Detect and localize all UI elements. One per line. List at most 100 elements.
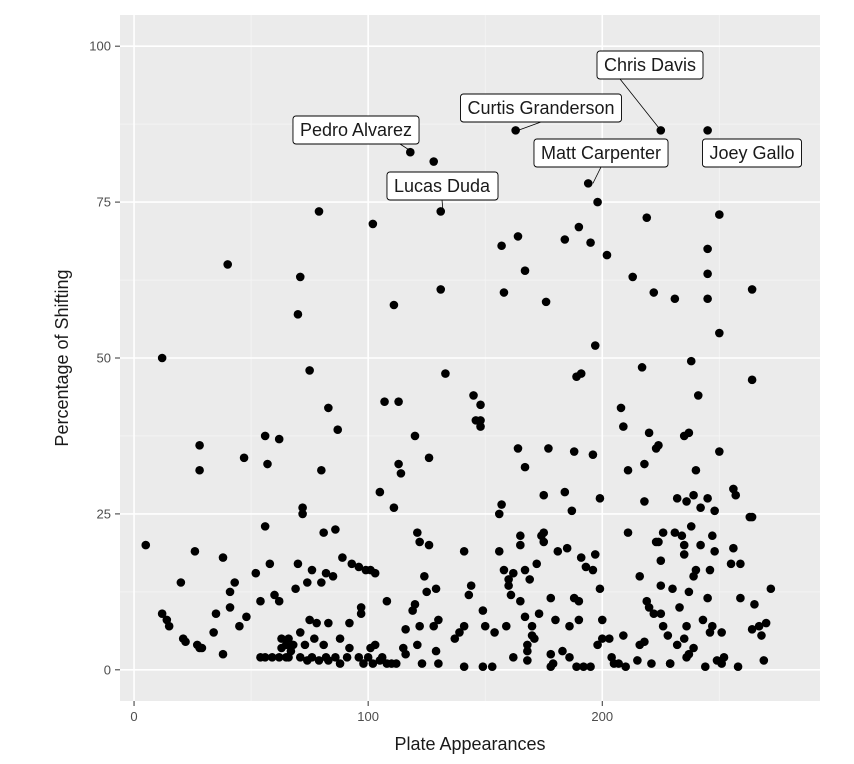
data-point-116 bbox=[410, 431, 420, 441]
data-point-252 bbox=[649, 288, 659, 297]
data-point-16 bbox=[218, 553, 228, 562]
data-point-238 bbox=[628, 272, 638, 282]
data-point-160 bbox=[504, 575, 513, 584]
data-point-165 bbox=[511, 126, 520, 135]
data-point-176 bbox=[523, 646, 532, 656]
data-point-108 bbox=[394, 397, 403, 406]
data-point-200 bbox=[565, 621, 574, 631]
data-points bbox=[141, 126, 776, 671]
data-point-217 bbox=[588, 450, 598, 459]
x-tick-label-1: 100 bbox=[357, 709, 379, 724]
data-point-147 bbox=[476, 400, 485, 410]
data-point-326 bbox=[750, 600, 759, 609]
data-point-58 bbox=[305, 615, 314, 625]
data-point-67 bbox=[319, 528, 328, 537]
data-point-32 bbox=[265, 559, 275, 569]
data-point-188 bbox=[541, 297, 551, 307]
data-point-290 bbox=[693, 391, 703, 400]
data-point-82 bbox=[345, 618, 354, 628]
data-point-109 bbox=[394, 459, 403, 469]
data-point-36 bbox=[274, 653, 284, 662]
data-point-150 bbox=[480, 621, 490, 631]
data-point-228 bbox=[604, 634, 614, 643]
data-point-261 bbox=[658, 621, 668, 631]
data-point-299 bbox=[703, 494, 712, 503]
data-point-173 bbox=[520, 565, 530, 575]
data-point-7 bbox=[181, 637, 190, 647]
data-point-226 bbox=[597, 634, 607, 643]
data-point-140 bbox=[459, 662, 469, 671]
data-point-121 bbox=[415, 621, 424, 631]
data-point-203 bbox=[569, 447, 579, 456]
y-tick-label-0: 0 bbox=[104, 662, 111, 677]
data-point-216 bbox=[586, 662, 595, 671]
data-point-201 bbox=[565, 653, 574, 662]
data-point-177 bbox=[523, 640, 532, 650]
data-point-306 bbox=[710, 547, 719, 556]
data-point-310 bbox=[715, 447, 724, 456]
data-point-292 bbox=[696, 540, 705, 550]
data-point-59 bbox=[307, 565, 317, 575]
data-point-276 bbox=[679, 634, 689, 643]
data-point-18 bbox=[223, 260, 232, 269]
data-point-236 bbox=[623, 465, 633, 475]
data-point-33 bbox=[267, 653, 277, 662]
data-point-270 bbox=[672, 640, 682, 650]
data-point-330 bbox=[761, 618, 771, 628]
data-point-221 bbox=[593, 197, 602, 207]
data-point-207 bbox=[574, 222, 584, 232]
data-point-57 bbox=[305, 366, 314, 375]
callout-label-5: Lucas Duda bbox=[394, 176, 491, 196]
callout-label-4: Joey Gallo bbox=[709, 143, 794, 163]
data-point-117 bbox=[410, 600, 420, 609]
data-point-179 bbox=[527, 621, 537, 631]
x-axis-title: Plate Appearances bbox=[394, 734, 545, 754]
data-point-56 bbox=[302, 578, 312, 587]
data-point-193 bbox=[548, 659, 558, 668]
data-point-260 bbox=[656, 581, 666, 590]
data-point-68 bbox=[319, 640, 328, 650]
data-point-266 bbox=[668, 584, 677, 594]
data-point-248 bbox=[644, 428, 654, 438]
data-point-52 bbox=[298, 503, 307, 512]
callout-box-5 bbox=[386, 171, 499, 201]
callout-label-1: Curtis Granderson bbox=[467, 98, 614, 118]
callout-box-0 bbox=[596, 50, 704, 80]
data-point-183 bbox=[534, 609, 544, 618]
data-point-186 bbox=[539, 490, 549, 500]
data-point-271 bbox=[675, 603, 684, 612]
data-point-149 bbox=[478, 606, 488, 615]
data-point-223 bbox=[595, 494, 605, 503]
data-point-126 bbox=[424, 540, 434, 550]
data-point-329 bbox=[759, 656, 769, 665]
data-point-277 bbox=[682, 497, 691, 506]
data-point-78 bbox=[335, 634, 345, 643]
data-point-281 bbox=[684, 587, 694, 597]
data-point-106 bbox=[389, 503, 399, 512]
data-point-8 bbox=[190, 547, 200, 556]
data-point-162 bbox=[506, 590, 516, 600]
data-point-197 bbox=[560, 235, 570, 244]
data-point-74 bbox=[328, 571, 338, 581]
x-tick-label-2: 200 bbox=[591, 709, 613, 724]
data-point-166 bbox=[513, 232, 523, 241]
data-point-208 bbox=[574, 615, 584, 625]
data-point-158 bbox=[499, 565, 509, 575]
data-point-146 bbox=[476, 422, 485, 431]
data-point-145 bbox=[476, 416, 485, 425]
data-point-22 bbox=[235, 621, 244, 631]
data-point-196 bbox=[558, 646, 567, 656]
data-point-328 bbox=[757, 631, 766, 640]
callout-4: Joey Gallo bbox=[702, 138, 802, 168]
y-axis-title: Percentage of Shifting bbox=[52, 269, 72, 446]
callout-label-2: Pedro Alvarez bbox=[300, 120, 412, 140]
data-point-206 bbox=[572, 662, 581, 671]
data-point-243 bbox=[640, 459, 649, 469]
data-point-234 bbox=[619, 631, 628, 640]
data-point-241 bbox=[635, 571, 645, 581]
data-point-1 bbox=[157, 353, 167, 363]
data-point-138 bbox=[459, 547, 469, 556]
data-point-198 bbox=[560, 487, 570, 497]
data-point-263 bbox=[663, 631, 673, 640]
